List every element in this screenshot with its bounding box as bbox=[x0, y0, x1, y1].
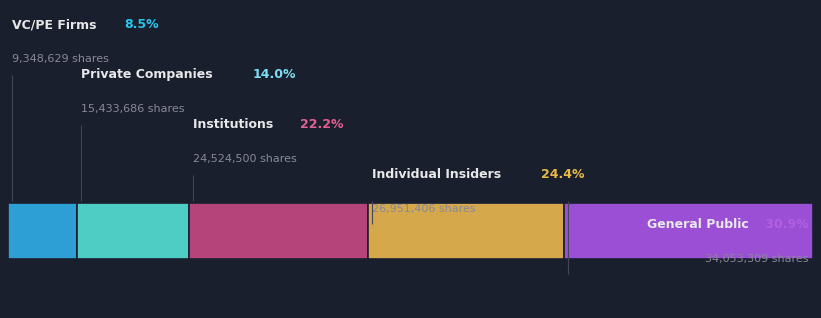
Text: General Public: General Public bbox=[647, 218, 749, 231]
Text: 9,348,629 shares: 9,348,629 shares bbox=[12, 54, 109, 64]
Bar bbox=[368, 203, 564, 259]
Text: 26,951,406 shares: 26,951,406 shares bbox=[372, 204, 475, 214]
Text: 8.5%: 8.5% bbox=[125, 18, 159, 31]
Text: 34,053,309 shares: 34,053,309 shares bbox=[705, 254, 809, 264]
Text: Private Companies: Private Companies bbox=[80, 68, 217, 81]
Bar bbox=[76, 203, 189, 259]
Text: 30.9%: 30.9% bbox=[761, 218, 809, 231]
Text: Institutions: Institutions bbox=[193, 118, 277, 131]
Text: Individual Insiders: Individual Insiders bbox=[372, 168, 506, 181]
Text: 22.2%: 22.2% bbox=[300, 118, 344, 131]
Text: 14.0%: 14.0% bbox=[253, 68, 296, 81]
Text: VC/PE Firms: VC/PE Firms bbox=[12, 18, 101, 31]
Text: 15,433,686 shares: 15,433,686 shares bbox=[80, 104, 184, 114]
Text: 24.4%: 24.4% bbox=[541, 168, 585, 181]
Bar bbox=[189, 203, 368, 259]
Text: 24,524,500 shares: 24,524,500 shares bbox=[193, 154, 297, 164]
Bar bbox=[8, 203, 76, 259]
Bar bbox=[564, 203, 813, 259]
